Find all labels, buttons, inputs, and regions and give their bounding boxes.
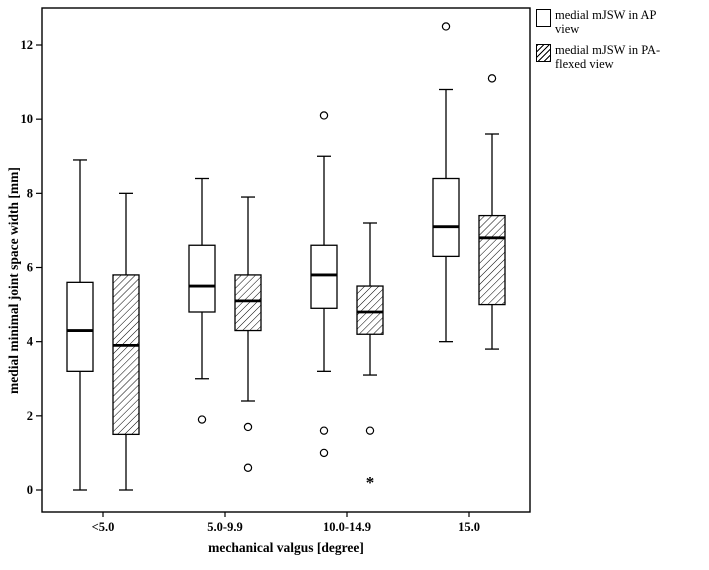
- legend-swatch-pa-hatched-icon: [536, 43, 551, 62]
- plot-border: [41, 7, 531, 513]
- legend-label-ap: medial mJSW in AP view: [555, 8, 657, 37]
- legend-item-pa-flexed-view: medial mJSW in PA- flexed view: [536, 43, 706, 72]
- x-tick-label: 15.0: [458, 520, 480, 534]
- x-tick-label: 10.0-14.9: [323, 520, 371, 534]
- boxplot-pa-1: [234, 196, 262, 472]
- outlier-point: [197, 415, 207, 424]
- y-tick-label: 2: [27, 409, 33, 423]
- y-tick-label: 4: [27, 335, 34, 349]
- y-axis-title: medial minimal joint space width [mm]: [6, 167, 21, 394]
- legend: medial mJSW in AP view medial mJSW in PA…: [536, 8, 706, 78]
- y-tick-label: 12: [21, 38, 34, 52]
- x-tick-label: 5.0-9.9: [207, 520, 242, 534]
- y-tick-label: 10: [21, 112, 34, 126]
- boxplot-ap-0: [66, 159, 94, 491]
- legend-label-ap-line2: view: [555, 22, 580, 37]
- legend-swatch-ap-plain-icon: [536, 9, 551, 27]
- y-tick-label: 8: [27, 186, 33, 200]
- outlier-point: [243, 422, 253, 432]
- boxplot-ap-1: [188, 177, 216, 424]
- outlier-point: [319, 111, 329, 120]
- boxplot-pa-2: *: [356, 222, 384, 492]
- legend-label-pa-line2: flexed view: [555, 57, 614, 72]
- y-tick-label: 6: [27, 261, 33, 275]
- outlier-point: [365, 426, 375, 435]
- outlier-point: [319, 448, 329, 458]
- x-axis-title: mechanical valgus [degree]: [208, 540, 364, 555]
- extreme-point: *: [366, 473, 375, 492]
- legend-label-pa: medial mJSW in PA- flexed view: [555, 43, 660, 72]
- boxplot-ap-3: [432, 22, 460, 343]
- legend-item-ap-view: medial mJSW in AP view: [536, 8, 706, 37]
- y-tick-label: 0: [27, 483, 33, 497]
- boxplot-pa-3: [478, 74, 506, 350]
- legend-label-ap-line1: medial mJSW in AP: [555, 8, 657, 22]
- legend-label-pa-line1: medial mJSW in PA-: [555, 42, 661, 57]
- outlier-point: [243, 463, 253, 472]
- boxplot-pa-0: [112, 192, 140, 491]
- boxplot-ap-2: [310, 111, 338, 458]
- outlier-point: [487, 74, 497, 83]
- x-tick-label: <5.0: [92, 520, 115, 534]
- outlier-point: [319, 426, 329, 435]
- outlier-point: [441, 22, 451, 31]
